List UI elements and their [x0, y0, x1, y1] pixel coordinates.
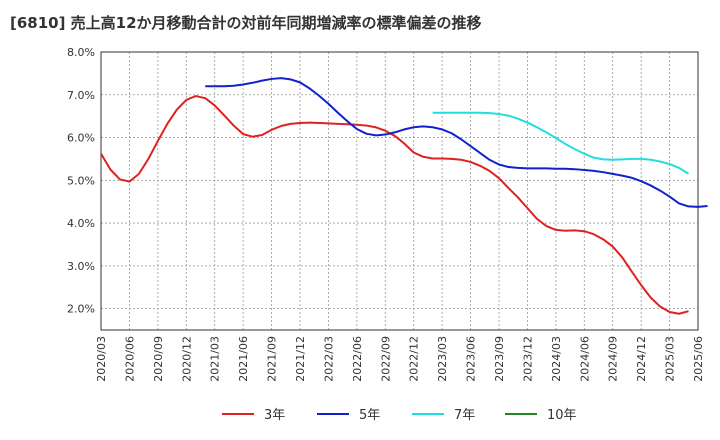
series-line-2: [205, 77, 708, 208]
x-tick-label: 2023/06: [465, 336, 478, 382]
x-tick-label: 2022/12: [408, 336, 421, 382]
x-tick-label: 2021/06: [237, 336, 250, 382]
legend: 3年 5年 7年 10年: [222, 408, 577, 423]
x-tick-label: 2023/12: [521, 336, 534, 382]
legend-label: 10年: [547, 408, 577, 423]
plot-background: [101, 52, 698, 330]
x-tick-label: 2024/09: [607, 336, 620, 382]
x-tick-label: 2021/09: [266, 336, 279, 382]
x-tick-label: 2020/12: [180, 336, 193, 382]
y-tick-label: 4.0%: [67, 217, 95, 230]
chart-title: [6810] 売上高12か月移動合計の対前年同期増減率の標準偏差の推移: [10, 14, 482, 32]
x-tick-label: 2021/12: [294, 336, 307, 382]
x-tick-label: 2023/09: [493, 336, 506, 382]
y-tick-label: 5.0%: [67, 174, 95, 187]
legend-label: 7年: [454, 408, 475, 423]
legend-item: 5年: [317, 408, 380, 423]
series-line-3: [432, 111, 690, 175]
x-tick-label: 2023/03: [436, 336, 449, 382]
legend-item: 10年: [505, 408, 577, 423]
x-tick-label: 2025/06: [692, 336, 705, 382]
x-tick-label: 2020/06: [123, 336, 136, 382]
legend-label: 5年: [359, 408, 380, 423]
x-tick-label: 2022/09: [379, 336, 392, 382]
y-tick-label: 6.0%: [67, 132, 95, 145]
legend-item: 7年: [412, 408, 475, 423]
x-tick-label: 2020/09: [152, 336, 165, 382]
plot-frame: [100, 51, 699, 331]
x-tick-label: 2020/03: [95, 336, 108, 382]
x-tick-label: 2024/12: [635, 336, 648, 382]
legend-item: 3年: [222, 408, 285, 423]
x-tick-label: 2022/03: [322, 336, 335, 382]
x-tick-label: 2024/03: [550, 336, 563, 382]
y-tick-label: 2.0%: [67, 303, 95, 316]
series-line-1: [100, 95, 689, 315]
plot-area: 2020/03 2020/06 2020/09 2020/12 2021/03 2021/…: [67, 46, 708, 382]
y-tick-label: 3.0%: [67, 260, 95, 273]
x-tick-label: 2022/06: [351, 336, 364, 382]
x-tick-label: 2021/03: [209, 336, 222, 382]
x-tick-label: 2025/03: [664, 336, 677, 382]
y-tick-label: 8.0%: [67, 46, 95, 59]
y-tick-label: 7.0%: [67, 89, 95, 102]
x-tick-label: 2024/06: [578, 336, 591, 382]
legend-label: 3年: [264, 408, 285, 423]
